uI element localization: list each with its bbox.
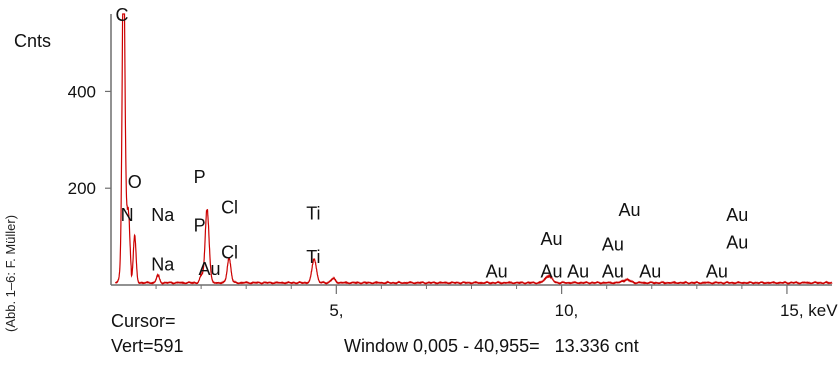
peak-label: Au xyxy=(726,232,748,252)
peak-label: Au xyxy=(619,200,641,220)
peak-label: Cl xyxy=(221,198,238,218)
peak-label: Ti xyxy=(306,247,320,267)
vert-readout: Vert=591 xyxy=(111,336,184,356)
peak-label: C xyxy=(115,5,128,25)
peak-label: O xyxy=(128,172,142,192)
peak-label: Au xyxy=(199,259,221,279)
peak-label: N xyxy=(121,205,134,225)
peak-label: Au xyxy=(541,229,563,249)
peak-label: Au xyxy=(602,234,624,254)
y-tick-label: 400 xyxy=(68,82,96,101)
peak-label: Na xyxy=(151,205,175,225)
peak-label: Au xyxy=(602,261,624,281)
peak-label: Au xyxy=(706,261,728,281)
x-tick-label: 10, xyxy=(555,301,579,320)
peak-label: Au xyxy=(486,261,508,281)
peak-label: P xyxy=(194,216,206,236)
peak-label: Ti xyxy=(306,203,320,223)
y-tick-label: 200 xyxy=(68,179,96,198)
peak-label: Au xyxy=(726,205,748,225)
cursor-readout: Cursor= xyxy=(111,311,176,331)
x-tick-label: 5, xyxy=(329,301,343,320)
window-readout: Window 0,005 - 40,955= 13.336 cnt xyxy=(344,336,639,356)
axis-ticks: 200 400 5, 10, 15, keV xyxy=(68,82,838,320)
spectrum-trace xyxy=(114,13,833,285)
peak-label: Au xyxy=(541,261,563,281)
peak-label: Cl xyxy=(221,243,238,263)
peak-label: P xyxy=(194,167,206,187)
peak-label: Au xyxy=(639,261,661,281)
image-credit: (Abb. 1–6: F. Müller) xyxy=(3,214,18,332)
peak-label: Au xyxy=(567,261,589,281)
x-tick-label: 15, keV xyxy=(780,301,838,320)
peak-label: Na xyxy=(151,255,175,275)
y-axis-label: Cnts xyxy=(14,31,51,51)
